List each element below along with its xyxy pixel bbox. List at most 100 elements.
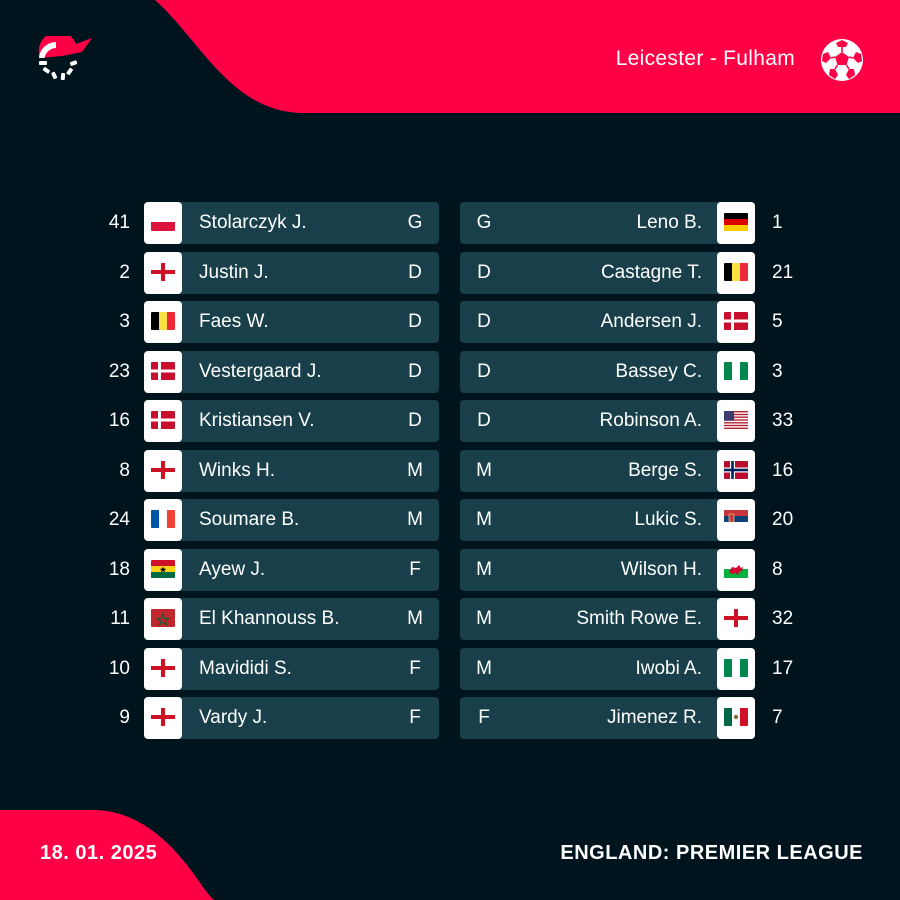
shirt-number: 18 [108,559,130,580]
player-position: D [408,410,422,431]
shirt-number: 3 [772,361,783,382]
morocco-flag-icon [151,609,175,627]
player-row[interactable]: 7 Jimenez R. F [0,697,900,739]
shirt-number: 41 [108,212,130,233]
player-bar: Bassey C. D [460,351,755,393]
player-row[interactable]: 8 Winks H. M [0,450,900,492]
player-bar: Iwobi A. M [460,648,755,690]
player-row[interactable]: 18 Ayew J. F [0,549,900,591]
belgium-flag-icon [151,312,175,330]
player-bar: Soumare B. M [144,499,439,541]
player-row[interactable]: 16 Kristiansen V. D [0,400,900,442]
player-position: M [476,509,492,530]
player-row[interactable]: 16 Berge S. M [0,450,900,492]
player-position: F [409,707,421,728]
player-row[interactable]: 9 Vardy J. F [0,697,900,739]
shirt-number: 21 [772,262,794,283]
player-name: Kristiansen V. [199,410,315,431]
player-bar: Vestergaard J. D [144,351,439,393]
player-row[interactable]: 3 Faes W. D [0,301,900,343]
player-row[interactable]: 24 Soumare B. M [0,499,900,541]
nigeria-flag-icon [724,362,748,380]
flag-box [144,202,182,244]
player-row[interactable]: 32 Smith Rowe E. M [0,598,900,640]
player-position: F [409,658,421,679]
player-bar: Jimenez R. F [460,697,755,739]
player-row[interactable]: 5 Andersen J. D [0,301,900,343]
flag-box [717,499,755,541]
player-position: D [408,361,422,382]
shirt-number: 23 [108,361,130,382]
flag-box [717,450,755,492]
shirt-number: 3 [119,311,130,332]
mexico-flag-icon [724,708,748,726]
player-bar: Vardy J. F [144,697,439,739]
flag-box [717,549,755,591]
soccer-ball-icon [821,39,863,81]
player-bar: Wilson H. M [460,549,755,591]
player-row[interactable]: 17 Iwobi A. M [0,648,900,690]
player-name: Robinson A. [599,410,702,431]
flag-box [144,648,182,690]
player-row[interactable]: 41 Stolarczyk J. G [0,202,900,244]
flag-box [717,301,755,343]
flag-box [717,202,755,244]
player-bar: Andersen J. D [460,301,755,343]
player-row[interactable]: 11 El Khannouss B. M [0,598,900,640]
player-row[interactable]: 23 Vestergaard J. D [0,351,900,393]
usa-flag-icon [724,411,748,429]
player-position: M [407,608,423,629]
player-position: M [476,658,492,679]
shirt-number: 33 [772,410,794,431]
serbia-flag-icon [724,510,748,528]
player-name: Smith Rowe E. [576,608,702,629]
player-bar: Leno B. G [460,202,755,244]
player-position: D [477,262,491,283]
player-position: M [407,509,423,530]
player-position: D [477,311,491,332]
shirt-number: 20 [772,509,794,530]
flag-box [144,252,182,294]
player-name: Andersen J. [600,311,702,332]
player-row[interactable]: 33 Robinson A. D [0,400,900,442]
player-row[interactable]: 3 Bassey C. D [0,351,900,393]
player-row[interactable]: 21 Castagne T. D [0,252,900,294]
player-position: M [476,460,492,481]
player-name: Vardy J. [199,707,268,728]
player-position: D [477,361,491,382]
poland-flag-icon [151,213,175,231]
player-name: Jimenez R. [606,707,702,728]
player-position: M [476,608,492,629]
belgium-flag-icon [724,263,748,281]
ghana-flag-icon [151,560,175,578]
player-bar: Faes W. D [144,301,439,343]
shirt-number: 5 [772,311,783,332]
shirt-number: 16 [108,410,130,431]
england-flag-icon [151,263,175,281]
player-name: Bassey C. [615,361,702,382]
match-date: 18. 01. 2025 [40,842,158,864]
player-row[interactable]: 2 Justin J. D [0,252,900,294]
match-title: Leicester - Fulham [615,47,795,70]
player-row[interactable]: 8 Wilson H. M [0,549,900,591]
player-bar: El Khannouss B. M [144,598,439,640]
player-bar: Ayew J. F [144,549,439,591]
flag-box [717,697,755,739]
denmark-flag-icon [151,362,175,380]
player-name: Stolarczyk J. [199,212,307,233]
player-name: Vestergaard J. [199,361,322,382]
england-flag-icon [151,708,175,726]
player-name: Winks H. [199,460,275,481]
player-row[interactable]: 20 Lukic S. M [0,499,900,541]
england-flag-icon [724,609,748,627]
nigeria-flag-icon [724,659,748,677]
player-row[interactable]: 10 Mavididi S. F [0,648,900,690]
footer-swoosh [0,810,215,900]
player-row[interactable]: 1 Leno B. G [0,202,900,244]
flag-box [144,351,182,393]
player-position: F [409,559,421,580]
player-name: El Khannouss B. [199,608,340,629]
england-flag-icon [151,461,175,479]
